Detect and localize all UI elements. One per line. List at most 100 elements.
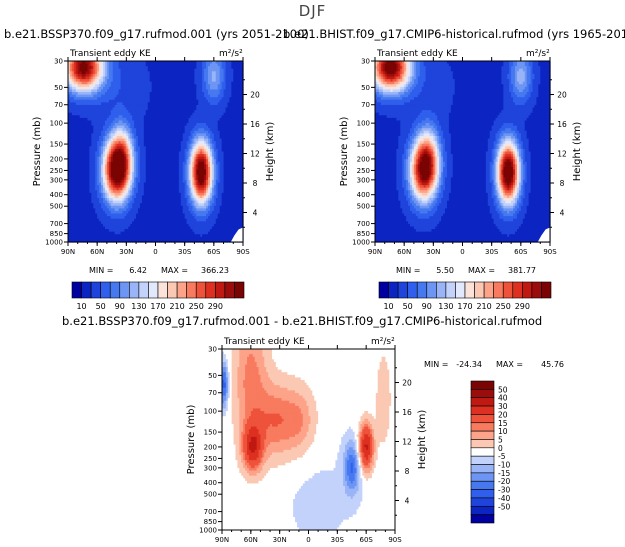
- contour-cell: [221, 128, 225, 132]
- contour-cell: [196, 71, 199, 75]
- contour-cell: [77, 86, 81, 91]
- contour-cell: [116, 115, 120, 119]
- contour-cell: [198, 107, 201, 111]
- contour-cell: [73, 81, 77, 85]
- contour-cell: [132, 115, 135, 119]
- contour-cell: [153, 115, 157, 119]
- contour-cell: [99, 94, 102, 98]
- contour-cell: [241, 66, 244, 70]
- contour-cell: [241, 123, 244, 127]
- contour-cell: [126, 128, 129, 132]
- contour-cell: [159, 63, 162, 67]
- contour-cell: [103, 84, 106, 88]
- contour-cell: [153, 97, 157, 101]
- contour-cell: [239, 86, 242, 91]
- contour-cell: [139, 125, 143, 129]
- contour-cell: [153, 71, 157, 75]
- contour-cell: [151, 73, 155, 78]
- contour-cell: [184, 68, 188, 72]
- contour-cell: [157, 61, 160, 65]
- contour-cell: [143, 86, 147, 91]
- contour-cell: [167, 125, 170, 129]
- contour-cell: [108, 73, 112, 78]
- contour-cell: [215, 79, 219, 83]
- contour-cell: [97, 79, 100, 83]
- contour-cell: [165, 125, 168, 129]
- contour-cell: [184, 117, 188, 122]
- contour-cell: [97, 63, 100, 67]
- contour-cell: [219, 99, 223, 103]
- contour-cell: [178, 117, 182, 122]
- contour-cell: [178, 94, 182, 98]
- contour-cell: [184, 115, 188, 119]
- contour-cell: [91, 84, 94, 88]
- contour-cell: [130, 120, 133, 124]
- contour-cell: [171, 71, 174, 75]
- contour-cell: [132, 120, 135, 124]
- contour-cell: [167, 94, 170, 98]
- contour-cell: [178, 99, 182, 103]
- contour-cell: [141, 89, 145, 93]
- contour-cell: [95, 71, 98, 75]
- contour-cell: [235, 79, 238, 83]
- contour-cell: [110, 76, 114, 80]
- contour-cell: [174, 99, 178, 103]
- contour-cell: [85, 97, 89, 101]
- contour-cell: [235, 73, 238, 78]
- contour-cell: [114, 94, 118, 98]
- contour-cell: [229, 61, 232, 65]
- contour-cell: [145, 107, 149, 111]
- contour-cell: [101, 130, 104, 134]
- contour-cell: [149, 76, 153, 80]
- contour-cell: [145, 66, 149, 70]
- contour-cell: [112, 84, 116, 88]
- contour-cell: [147, 117, 151, 122]
- contour-cell: [237, 66, 240, 70]
- contour-cell: [174, 66, 178, 70]
- contour-cell: [171, 123, 174, 127]
- contour-cell: [89, 107, 92, 111]
- contour-cell: [89, 99, 92, 103]
- contour-cell: [132, 102, 135, 106]
- contour-cell: [69, 115, 73, 119]
- contour-cell: [213, 86, 217, 91]
- contour-cell: [153, 99, 157, 103]
- contour-cell: [122, 125, 125, 129]
- contour-cell: [223, 61, 227, 65]
- contour-cell: [73, 104, 77, 109]
- contour-cell: [227, 71, 230, 75]
- contour-cell: [173, 71, 176, 75]
- contour-cell: [124, 102, 127, 106]
- contour-cell: [108, 115, 112, 119]
- contour-cell: [180, 120, 184, 124]
- contour-cell: [116, 71, 120, 75]
- contour-cell: [68, 79, 71, 83]
- contour-cell: [176, 128, 180, 132]
- contour-cell: [176, 123, 180, 127]
- contour-cell: [182, 92, 186, 96]
- contour-cell: [209, 68, 213, 72]
- contour-cell: [180, 117, 184, 122]
- contour-cell: [194, 97, 197, 101]
- contour-cell: [106, 97, 110, 101]
- contour-cell: [110, 68, 114, 72]
- contour-cell: [174, 76, 178, 80]
- contour-cell: [138, 66, 141, 70]
- contour-cell: [219, 84, 223, 88]
- contour-cell: [114, 92, 118, 96]
- contour-cell: [231, 86, 234, 91]
- contour-cell: [114, 125, 118, 129]
- contour-cell: [103, 125, 106, 129]
- contour-cell: [134, 94, 137, 98]
- contour-cell: [104, 73, 108, 78]
- contour-cell: [211, 73, 215, 78]
- contour-cell: [83, 104, 87, 109]
- contour-cell: [124, 63, 127, 67]
- contour-cell: [147, 89, 151, 93]
- contour-cell: [221, 84, 225, 88]
- contour-cell: [138, 92, 141, 96]
- contour-cell: [241, 94, 244, 98]
- contour-cell: [171, 97, 174, 101]
- contour-cell: [165, 94, 168, 98]
- contour-cell: [68, 102, 71, 106]
